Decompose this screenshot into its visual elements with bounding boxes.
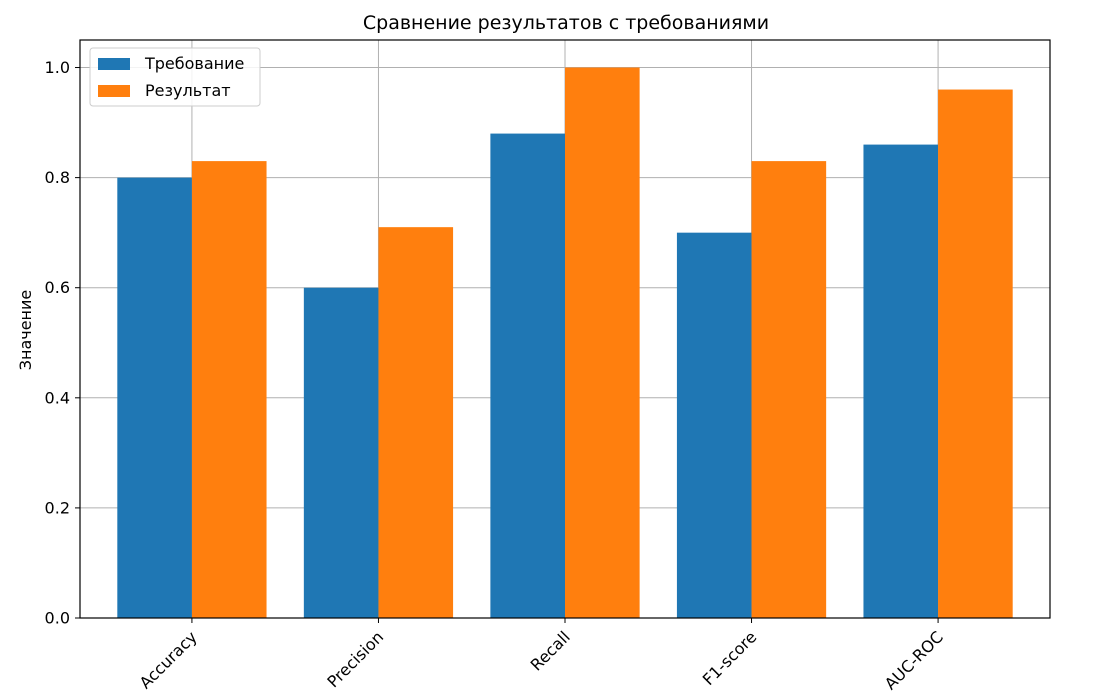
- y-tick-label: 0.2: [45, 498, 70, 517]
- bar-f1-score-series-1: [751, 161, 827, 618]
- bars: [117, 67, 1013, 619]
- legend-swatch-1: [98, 85, 130, 97]
- legend-swatch-0: [98, 58, 130, 70]
- y-tick-label: 0.6: [45, 278, 70, 297]
- y-axis-label: Значение: [16, 290, 35, 371]
- bar-accuracy-series-1: [191, 161, 267, 618]
- bar-auc-roc-series-0: [863, 144, 939, 619]
- bar-auc-roc-series-1: [938, 89, 1013, 619]
- legend-label-0: Требование: [144, 54, 244, 73]
- bar-recall-series-0: [490, 133, 565, 619]
- legend: Требование Результат: [89, 47, 261, 107]
- y-tick-label: 1.0: [45, 58, 70, 77]
- bar-recall-series-1: [565, 67, 640, 619]
- bar-precision-series-1: [378, 227, 454, 618]
- legend-label-1: Результат: [145, 81, 231, 100]
- bar-precision-series-0: [303, 287, 379, 618]
- chart-title: Сравнение результатов с требованиями: [363, 12, 769, 34]
- y-tick-label: 0.4: [45, 388, 70, 407]
- y-tick-label: 0.8: [45, 168, 70, 187]
- y-tick-label: 0.0: [45, 609, 70, 628]
- bar-accuracy-series-0: [117, 177, 192, 618]
- bar-f1-score-series-0: [676, 232, 752, 618]
- legend-box: [89, 47, 261, 107]
